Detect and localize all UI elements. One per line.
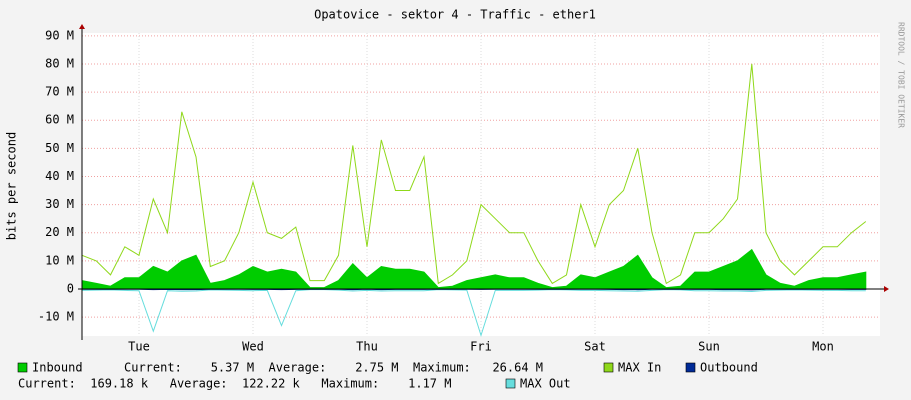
legend-label: Inbound [32, 361, 83, 375]
legend-swatch [505, 378, 516, 389]
y-tick-label: 90 M [45, 28, 74, 42]
line [81, 289, 866, 338]
legend-label: Outbound [700, 361, 758, 375]
x-tick-label: Sun [698, 340, 720, 354]
side-note: RRDTOOL / TOBI OETIKER [897, 22, 906, 128]
chart-title: Opatovice - sektor 4 - Traffic - ether1 [314, 8, 596, 22]
area [81, 248, 867, 290]
x-tick-label: Wed [242, 340, 264, 354]
legend-label: MAX Out [520, 377, 571, 391]
y-axis-label: bits per second [5, 132, 19, 240]
axis-arrow [79, 24, 85, 29]
x-tick-label: Sat [584, 340, 606, 354]
y-tick-label: 0 [67, 282, 74, 296]
y-tick-label: 60 M [45, 113, 74, 127]
x-tick-label: Thu [356, 340, 378, 354]
y-tick-label: 30 M [45, 197, 74, 211]
line [81, 63, 867, 285]
legend-label: MAX In [618, 361, 661, 375]
legend-stats: Current: 5.37 M Average: 2.75 M Maximum:… [124, 361, 543, 375]
x-tick-label: Tue [128, 340, 150, 354]
y-tick-label: 40 M [45, 169, 74, 183]
y-tick-label: 10 M [45, 253, 74, 267]
legend: Inbound Current: 5.37 M Average: 2.75 M M… [17, 361, 758, 391]
legend-swatch [17, 362, 28, 373]
axes: -10 M 0 10 M 20 M 30 M 40 M 50 M 60 M 70 M 80 M 90… [38, 24, 889, 354]
y-tick-label: -10 M [38, 310, 74, 324]
x-tick-label: Fri [470, 340, 492, 354]
y-tick-label: 70 M [45, 85, 74, 99]
y-tick-label: 80 M [45, 56, 74, 70]
y-tick-label: 20 M [45, 225, 74, 239]
x-tick-label: Mon [812, 340, 834, 354]
y-tick-label: 50 M [45, 141, 74, 155]
axis-arrow [884, 286, 889, 293]
legend-swatch [603, 362, 614, 373]
legend-swatch [685, 362, 696, 373]
legend-stats: Current: 169.18 k Average: 122.22 k Maxi… [18, 377, 451, 391]
